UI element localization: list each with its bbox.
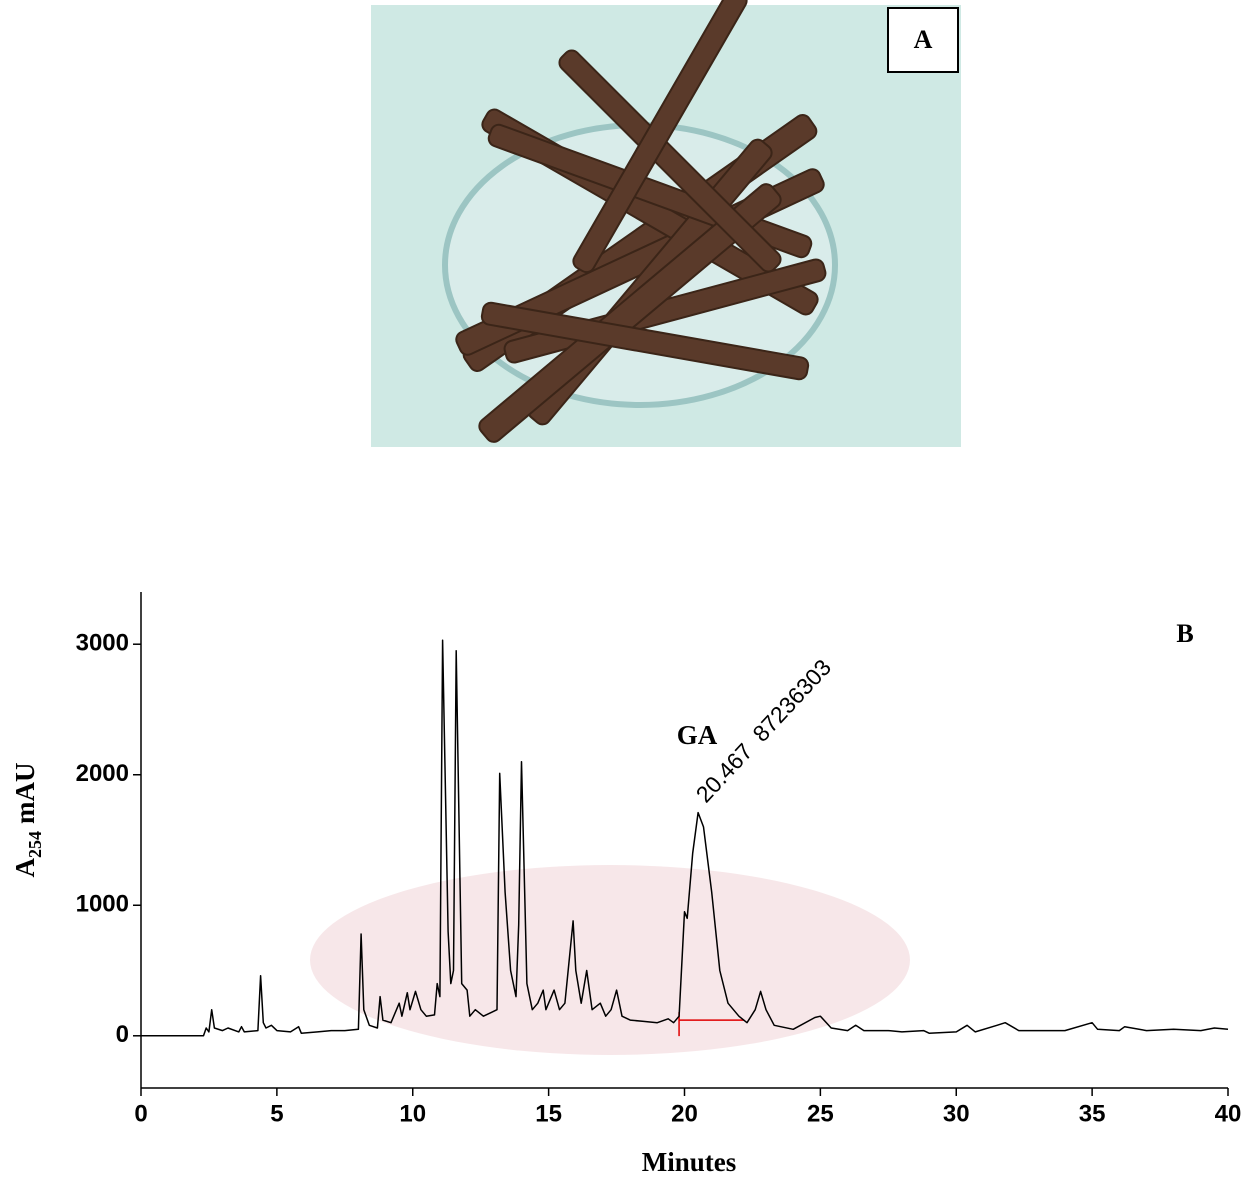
y-label-unit: mAU bbox=[10, 763, 40, 825]
watermark bbox=[310, 865, 910, 1055]
photo: A bbox=[371, 0, 961, 447]
y-tick-label: 3000 bbox=[76, 630, 129, 657]
y-label-subscript: 254 bbox=[25, 831, 45, 858]
y-axis-label: A254 mAU bbox=[10, 763, 45, 878]
x-tick-label: 40 bbox=[1215, 1100, 1242, 1127]
x-tick-label: 30 bbox=[943, 1100, 970, 1127]
panel-label-box bbox=[887, 7, 959, 73]
peak-label: GA bbox=[677, 720, 718, 750]
y-tick-label: 0 bbox=[116, 1021, 129, 1048]
x-tick-label: 0 bbox=[134, 1100, 147, 1127]
x-tick-label: 10 bbox=[399, 1100, 426, 1127]
roots bbox=[455, 0, 827, 443]
y-tick-label: 2000 bbox=[76, 760, 129, 787]
y-label-base: A bbox=[10, 858, 40, 878]
x-tick-label: 5 bbox=[270, 1100, 283, 1127]
x-tick-label: 25 bbox=[807, 1100, 834, 1127]
panel-label: A bbox=[914, 25, 933, 54]
x-tick-label: 15 bbox=[535, 1100, 562, 1127]
chromatogram-line bbox=[141, 639, 1229, 1037]
x-tick-label: 20 bbox=[671, 1100, 698, 1127]
y-tick-label: 1000 bbox=[76, 891, 129, 918]
panel-label: B bbox=[1176, 619, 1193, 648]
x-tick-label: 35 bbox=[1079, 1100, 1106, 1127]
x-axis-label: Minutes bbox=[642, 1147, 737, 1177]
